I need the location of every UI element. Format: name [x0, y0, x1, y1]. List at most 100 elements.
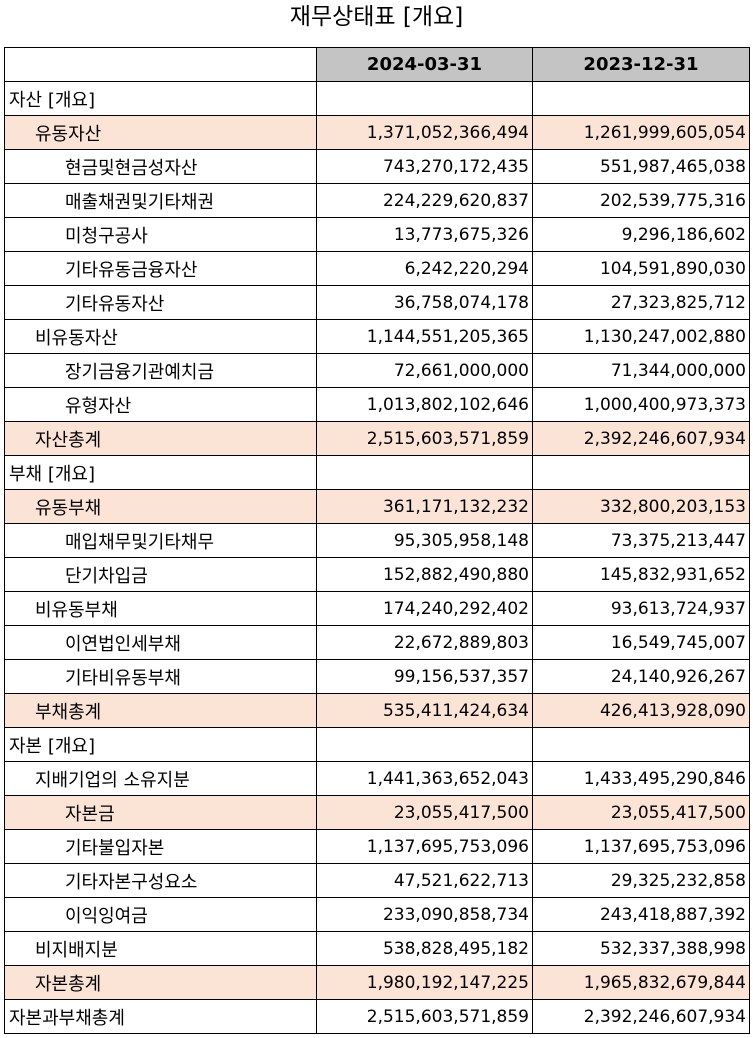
table-row: 유형자산 1,013,802,102,646 1,000,400,973,373 [4, 387, 750, 422]
value-2024-03-31: 6,242,220,294 [316, 251, 533, 286]
row-label: 기타불입자본 [4, 829, 317, 864]
row-label: 기타유동금융자산 [4, 251, 317, 286]
row-label: 매출채권및기타채권 [4, 183, 317, 218]
value-2023-12-31 [532, 455, 750, 490]
table-row: 기타자본구성요소 47,521,622,713 29,325,232,858 [4, 863, 750, 898]
table-row: 기타비유동부채 99,156,537,357 24,140,926,267 [4, 659, 750, 694]
value-2024-03-31: 72,661,000,000 [316, 353, 533, 388]
table-row: 부채 [개요] [4, 455, 750, 490]
value-2023-12-31: 29,325,232,858 [532, 863, 750, 898]
row-label: 단기차입금 [4, 557, 317, 592]
row-label: 부채총계 [4, 693, 317, 728]
row-label: 자산총계 [4, 421, 317, 456]
header-period-2024-03-31: 2024-03-31 [316, 47, 533, 82]
value-2023-12-31 [532, 81, 750, 116]
value-2023-12-31: 93,613,724,937 [532, 591, 750, 626]
table-row: 기타유동자산 36,758,074,178 27,323,825,712 [4, 285, 750, 320]
row-label: 기타비유동부채 [4, 659, 317, 694]
table-row: 매출채권및기타채권 224,229,620,837 202,539,775,316 [4, 183, 750, 218]
table-row: 지배기업의 소유지분 1,441,363,652,043 1,433,495,290… [4, 761, 750, 796]
table-row: 유동자산 1,371,052,366,494 1,261,999,605,054 [4, 115, 750, 150]
value-2023-12-31: 551,987,465,038 [532, 149, 750, 184]
table-row: 비지배지분 538,828,495,182 532,337,388,998 [4, 931, 750, 966]
value-2023-12-31: 23,055,417,500 [532, 795, 750, 830]
row-label: 비유동부채 [4, 591, 317, 626]
table-row: 단기차입금 152,882,490,880 145,832,931,652 [4, 557, 750, 592]
row-label: 자본총계 [4, 965, 317, 1000]
value-2024-03-31 [316, 81, 533, 116]
value-2024-03-31: 1,441,363,652,043 [316, 761, 533, 796]
row-label: 자본 [개요] [4, 727, 317, 762]
table-row: 현금및현금성자산 743,270,172,435 551,987,465,038 [4, 149, 750, 184]
value-2024-03-31: 538,828,495,182 [316, 931, 533, 966]
row-label: 유동자산 [4, 115, 317, 150]
value-2023-12-31: 332,800,203,153 [532, 489, 750, 524]
value-2024-03-31: 361,171,132,232 [316, 489, 533, 524]
header-period-2023-12-31: 2023-12-31 [532, 47, 750, 82]
value-2023-12-31: 1,000,400,973,373 [532, 387, 750, 422]
value-2023-12-31: 104,591,890,030 [532, 251, 750, 286]
row-label: 부채 [개요] [4, 455, 317, 490]
row-label: 장기금융기관예치금 [4, 353, 317, 388]
value-2023-12-31: 16,549,745,007 [532, 625, 750, 660]
value-2023-12-31: 202,539,775,316 [532, 183, 750, 218]
table-row: 장기금융기관예치금 72,661,000,000 71,344,000,000 [4, 353, 750, 388]
value-2024-03-31: 23,055,417,500 [316, 795, 533, 830]
table-row: 비유동부채 174,240,292,402 93,613,724,937 [4, 591, 750, 626]
value-2024-03-31 [316, 727, 533, 762]
balance-sheet-table: 2024-03-31 2023-12-31 자산 [개요] 유동자산 1,371,0… [4, 47, 750, 1034]
row-label: 이익잉여금 [4, 897, 317, 932]
table-header-row: 2024-03-31 2023-12-31 [4, 47, 750, 82]
value-2023-12-31: 2,392,246,607,934 [532, 999, 750, 1034]
table-row: 매입채무및기타채무 95,305,958,148 73,375,213,447 [4, 523, 750, 558]
value-2023-12-31: 1,433,495,290,846 [532, 761, 750, 796]
row-label: 자본금 [4, 795, 317, 830]
row-label: 지배기업의 소유지분 [4, 761, 317, 796]
row-label: 비지배지분 [4, 931, 317, 966]
table-row: 미청구공사 13,773,675,326 9,296,186,602 [4, 217, 750, 252]
value-2024-03-31: 1,137,695,753,096 [316, 829, 533, 864]
row-label: 기타유동자산 [4, 285, 317, 320]
value-2024-03-31: 2,515,603,571,859 [316, 421, 533, 456]
value-2023-12-31: 1,130,247,002,880 [532, 319, 750, 354]
row-label: 유동부채 [4, 489, 317, 524]
value-2023-12-31: 1,261,999,605,054 [532, 115, 750, 150]
value-2024-03-31: 1,013,802,102,646 [316, 387, 533, 422]
value-2024-03-31: 1,144,551,205,365 [316, 319, 533, 354]
value-2024-03-31: 2,515,603,571,859 [316, 999, 533, 1034]
value-2024-03-31: 36,758,074,178 [316, 285, 533, 320]
value-2023-12-31: 27,323,825,712 [532, 285, 750, 320]
value-2023-12-31: 1,965,832,679,844 [532, 965, 750, 1000]
value-2023-12-31: 532,337,388,998 [532, 931, 750, 966]
table-row: 이연법인세부채 22,672,889,803 16,549,745,007 [4, 625, 750, 660]
row-label: 기타자본구성요소 [4, 863, 317, 898]
value-2024-03-31: 224,229,620,837 [316, 183, 533, 218]
table-row: 부채총계 535,411,424,634 426,413,928,090 [4, 693, 750, 728]
table-row: 비유동자산 1,144,551,205,365 1,130,247,002,880 [4, 319, 750, 354]
value-2024-03-31: 152,882,490,880 [316, 557, 533, 592]
value-2023-12-31: 243,418,887,392 [532, 897, 750, 932]
row-label: 미청구공사 [4, 217, 317, 252]
value-2024-03-31 [316, 455, 533, 490]
row-label: 유형자산 [4, 387, 317, 422]
table-row: 이익잉여금 233,090,858,734 243,418,887,392 [4, 897, 750, 932]
value-2024-03-31: 47,521,622,713 [316, 863, 533, 898]
row-label: 비유동자산 [4, 319, 317, 354]
table-row: 기타불입자본 1,137,695,753,096 1,137,695,753,096 [4, 829, 750, 864]
page-title: 재무상태표 [개요] [289, 4, 464, 30]
table-row: 자본금 23,055,417,500 23,055,417,500 [4, 795, 750, 830]
value-2023-12-31: 24,140,926,267 [532, 659, 750, 694]
row-label: 현금및현금성자산 [4, 149, 317, 184]
value-2024-03-31: 99,156,537,357 [316, 659, 533, 694]
value-2024-03-31: 233,090,858,734 [316, 897, 533, 932]
value-2023-12-31: 73,375,213,447 [532, 523, 750, 558]
value-2024-03-31: 95,305,958,148 [316, 523, 533, 558]
value-2023-12-31: 145,832,931,652 [532, 557, 750, 592]
table-row: 자산 [개요] [4, 81, 750, 116]
table-row: 자본과부채총계 2,515,603,571,859 2,392,246,607,93… [4, 999, 750, 1034]
value-2023-12-31: 2,392,246,607,934 [532, 421, 750, 456]
value-2024-03-31: 1,371,052,366,494 [316, 115, 533, 150]
value-2024-03-31: 174,240,292,402 [316, 591, 533, 626]
row-label: 자산 [개요] [4, 81, 317, 116]
row-label: 자본과부채총계 [4, 999, 317, 1034]
